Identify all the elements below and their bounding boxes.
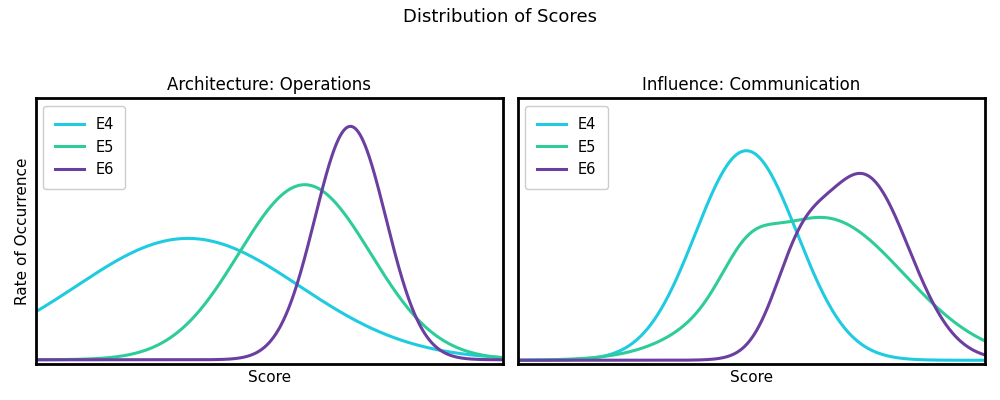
E5 bbox=[733, 243, 745, 248]
X-axis label: Score: Score bbox=[730, 370, 773, 385]
E6 bbox=[980, 353, 992, 358]
Text: Distribution of Scores: Distribution of Scores bbox=[403, 8, 597, 26]
E4 bbox=[238, 250, 250, 255]
Line: E4: E4 bbox=[492, 151, 1000, 360]
E5 bbox=[512, 356, 524, 361]
Legend: E4, E5, E6: E4, E5, E6 bbox=[525, 106, 608, 188]
E4 bbox=[980, 358, 992, 363]
Line: E5: E5 bbox=[10, 185, 518, 360]
E4 bbox=[512, 356, 524, 361]
E6 bbox=[994, 356, 1000, 361]
E4 bbox=[498, 355, 510, 360]
E5 bbox=[814, 215, 826, 220]
E6 bbox=[854, 171, 866, 176]
E6 bbox=[512, 357, 524, 362]
Title: Influence: Communication: Influence: Communication bbox=[642, 76, 861, 94]
E5 bbox=[498, 356, 510, 360]
E6 bbox=[498, 357, 510, 362]
Line: E6: E6 bbox=[492, 173, 1000, 360]
Y-axis label: Rate of Occurrence: Rate of Occurrence bbox=[15, 158, 30, 305]
E5 bbox=[299, 182, 311, 187]
Legend: E4, E5, E6: E4, E5, E6 bbox=[43, 106, 125, 188]
E6 bbox=[887, 208, 899, 213]
E6 bbox=[4, 357, 16, 362]
E6 bbox=[720, 354, 732, 359]
E6 bbox=[497, 357, 509, 362]
E4 bbox=[497, 355, 509, 360]
E4 bbox=[182, 236, 194, 241]
E5 bbox=[980, 339, 992, 344]
E6 bbox=[404, 301, 416, 306]
E6 bbox=[486, 358, 498, 363]
Title: Architecture: Operations: Architecture: Operations bbox=[167, 76, 371, 94]
E6 bbox=[30, 357, 42, 362]
E5 bbox=[887, 260, 899, 264]
E4 bbox=[4, 323, 16, 328]
Line: E6: E6 bbox=[10, 126, 518, 360]
E4 bbox=[512, 358, 524, 363]
E6 bbox=[980, 353, 992, 358]
E4 bbox=[486, 358, 498, 363]
E4 bbox=[30, 309, 42, 314]
E5 bbox=[980, 339, 992, 344]
E6 bbox=[733, 348, 745, 353]
E4 bbox=[251, 257, 263, 262]
E6 bbox=[251, 350, 263, 355]
E4 bbox=[994, 358, 1000, 363]
E5 bbox=[497, 356, 509, 360]
E5 bbox=[238, 243, 250, 248]
E4 bbox=[740, 148, 752, 153]
E5 bbox=[30, 357, 42, 362]
E4 bbox=[980, 358, 992, 363]
E4 bbox=[887, 354, 899, 359]
E5 bbox=[720, 265, 732, 270]
X-axis label: Score: Score bbox=[248, 370, 291, 385]
E5 bbox=[4, 357, 16, 362]
E5 bbox=[251, 222, 263, 227]
Line: E5: E5 bbox=[492, 217, 1000, 360]
E5 bbox=[486, 358, 498, 363]
E6 bbox=[344, 124, 356, 129]
E6 bbox=[238, 355, 250, 360]
E6 bbox=[512, 358, 524, 363]
E4 bbox=[733, 150, 745, 155]
E4 bbox=[720, 165, 732, 170]
E4 bbox=[404, 341, 416, 346]
E5 bbox=[404, 309, 416, 314]
E5 bbox=[994, 345, 1000, 350]
E5 bbox=[512, 358, 524, 362]
Line: E4: E4 bbox=[10, 238, 518, 358]
